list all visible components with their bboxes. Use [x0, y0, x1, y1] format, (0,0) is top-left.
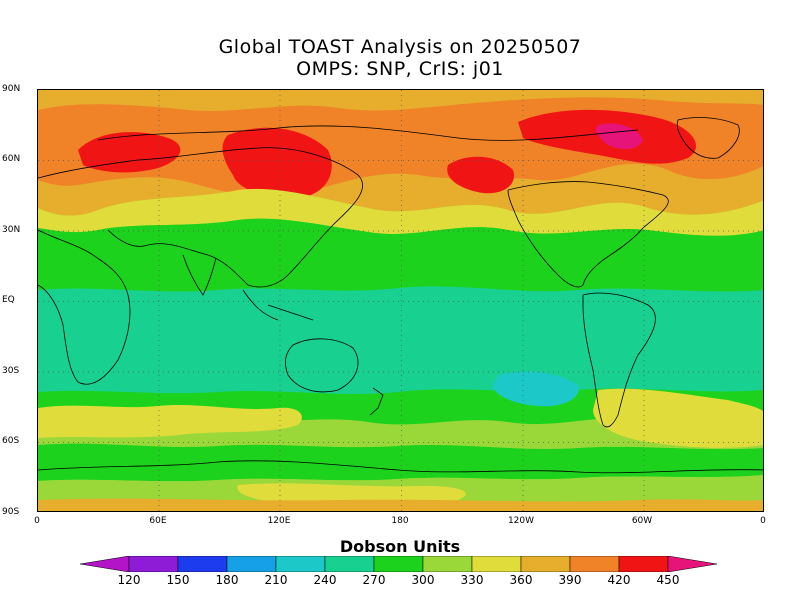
- colorbar-tick-label: 360: [509, 573, 533, 587]
- ozone-map: [37, 89, 764, 512]
- lat-label-90s: 90S: [2, 507, 20, 517]
- colorbar-segment: [471, 556, 522, 572]
- chart-subtitle: OMPS: SNP, CrIS: j01: [296, 58, 504, 80]
- coast-arctic: [97, 125, 639, 141]
- lon-label-0-right: 0: [760, 516, 766, 526]
- colorbar-tick-label: 450: [656, 573, 680, 587]
- band-360-south-2: [593, 388, 763, 448]
- colorbar-tick-label: 210: [264, 573, 288, 587]
- lon-label-180: 180: [391, 516, 409, 526]
- colorbar-segment: [324, 556, 375, 572]
- band-northern-360-lower: [38, 188, 763, 236]
- graticule: [38, 90, 763, 511]
- colorbar-tick-label: 330: [460, 573, 484, 587]
- band-390-south-edge: [38, 498, 763, 511]
- red-patch-siberia: [222, 127, 332, 199]
- lat-label-90n: 90N: [2, 84, 21, 94]
- colorbar-tick-label: 270: [362, 573, 386, 587]
- lon-label-60w: 60W: [631, 516, 653, 526]
- band-300-south: [38, 443, 763, 482]
- colorbar-under-triangle: [80, 556, 130, 572]
- coast-eurasia: [38, 147, 364, 288]
- colorbar-segment: [520, 556, 571, 572]
- lat-label-30s: 30S: [2, 366, 20, 376]
- legend-title: Dobson Units: [339, 537, 461, 556]
- colorbar-tick-label: 180: [215, 573, 239, 587]
- colorbar-tick-label: 420: [607, 573, 631, 587]
- lon-label-0-left: 0: [34, 516, 40, 526]
- lon-label-120w: 120W: [507, 516, 535, 526]
- coast-antarctica: [38, 460, 763, 474]
- band-270-tropics: [38, 286, 763, 394]
- coastlines: [38, 117, 763, 474]
- coast-seasia: [242, 289, 314, 321]
- lon-label-120e: 120E: [267, 516, 291, 526]
- magenta-patch-canada: [596, 123, 643, 150]
- lat-label-eq: EQ: [2, 295, 15, 305]
- colorbar-segment: [226, 556, 277, 572]
- coast-australia: [285, 338, 359, 393]
- colorbar: [80, 556, 718, 572]
- colorbar-tick-label: 390: [558, 573, 582, 587]
- colorbar-segment: [128, 556, 179, 572]
- lon-label-60e: 60E: [149, 516, 167, 526]
- colorbar-tick-label: 150: [166, 573, 190, 587]
- coast-north-america: [507, 181, 669, 288]
- colorbar-over-triangle: [667, 556, 718, 572]
- red-patch-europe: [78, 132, 181, 173]
- colorbar-tick-label: 300: [411, 573, 435, 587]
- band-360-south-1: [38, 405, 302, 438]
- coast-africa: [38, 229, 131, 385]
- colorbar-tick-label: 240: [313, 573, 337, 587]
- lat-label-60s: 60S: [2, 436, 20, 446]
- colorbar-segment: [177, 556, 228, 572]
- colorbar-segment: [275, 556, 326, 572]
- lat-label-30n: 30N: [2, 225, 21, 235]
- colorbar-segment: [618, 556, 669, 572]
- coast-india: [182, 254, 217, 296]
- band-240-south-pacific: [493, 371, 579, 407]
- red-patch-pacific: [447, 156, 514, 194]
- coast-newzealand: [369, 387, 384, 416]
- chart-title: Global TOAST Analysis on 20250507: [218, 36, 582, 58]
- coast-greenland: [676, 117, 740, 159]
- colorbar-segment: [569, 556, 620, 572]
- coast-south-america: [582, 292, 656, 428]
- lat-label-60n: 60N: [2, 154, 21, 164]
- colorbar-segment: [373, 556, 424, 572]
- colorbar-tick-label: 120: [117, 573, 141, 587]
- colorbar-segment: [422, 556, 473, 572]
